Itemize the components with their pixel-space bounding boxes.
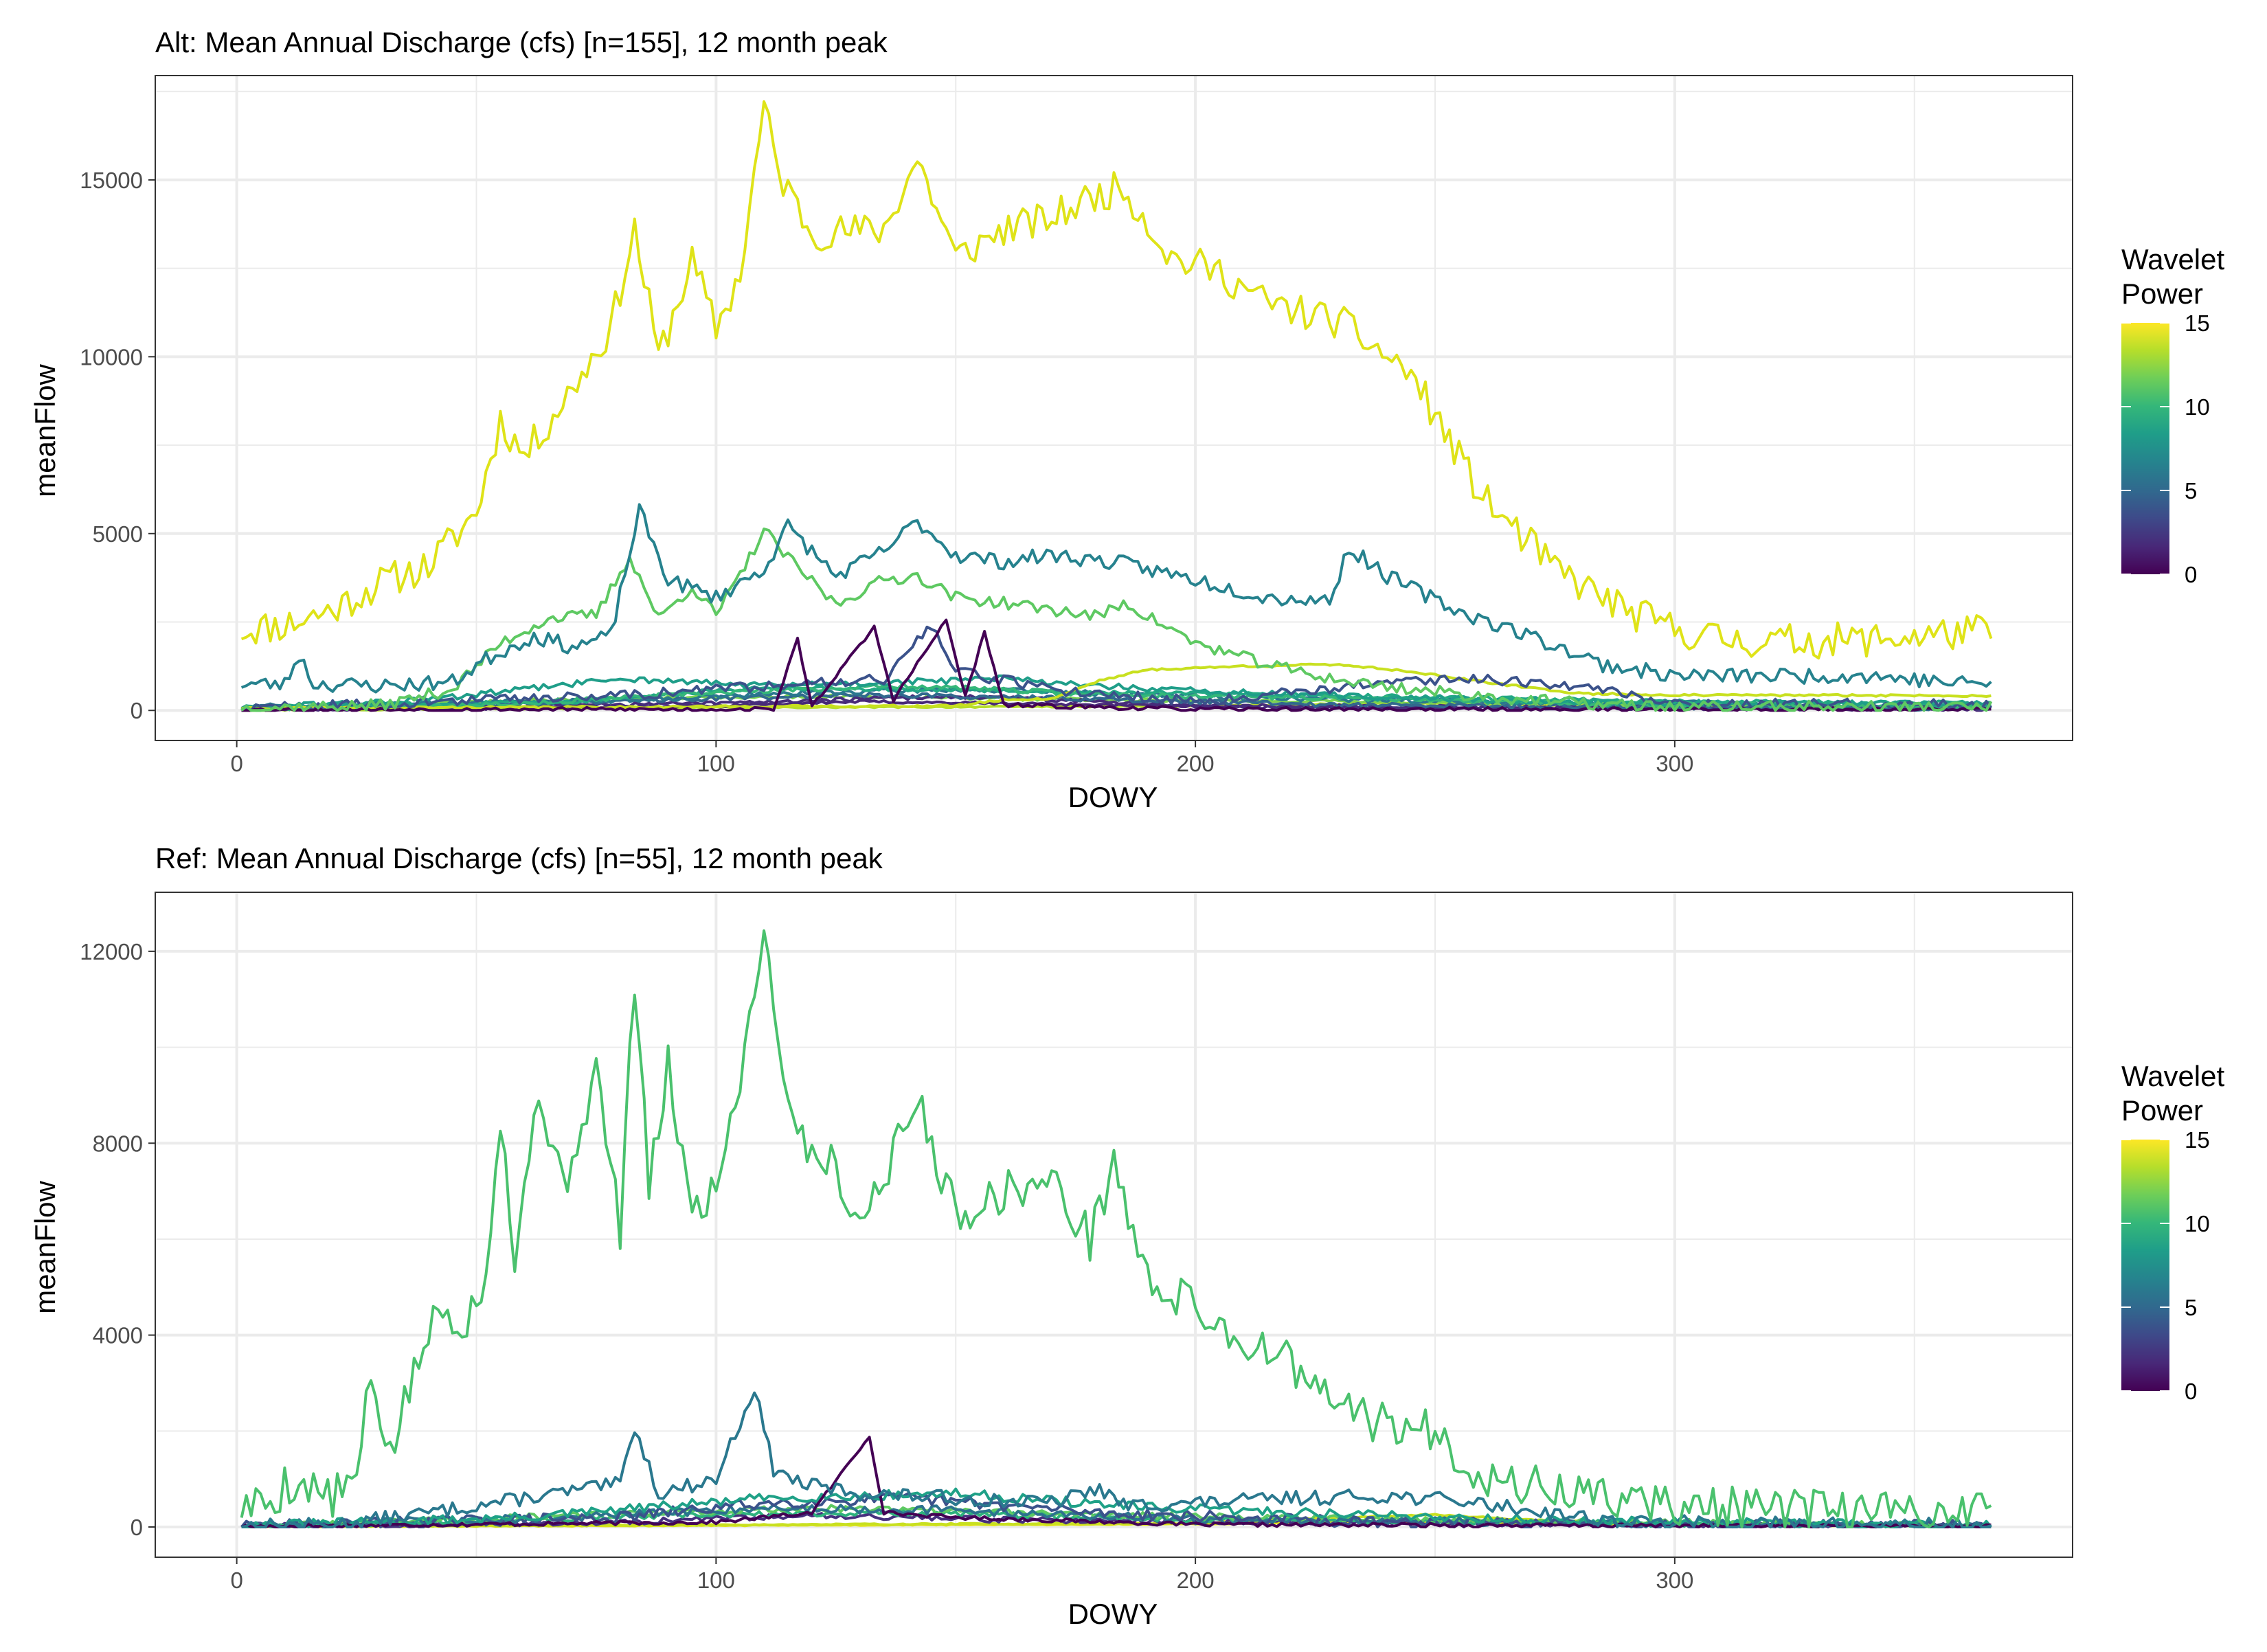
y-tick-label: 15000 bbox=[80, 168, 143, 193]
x-axis-label: DOWY bbox=[1068, 1598, 1158, 1630]
colorbar-gradient bbox=[2121, 323, 2169, 574]
series-group bbox=[240, 929, 1992, 1528]
panel-border bbox=[155, 892, 2073, 1558]
series-line-2 bbox=[240, 1436, 1992, 1528]
y-tick-label: 0 bbox=[131, 698, 143, 723]
panel-alt: Alt: Mean Annual Discharge (cfs) [n=155]… bbox=[29, 26, 2224, 813]
x-tick-label: 100 bbox=[697, 1568, 735, 1593]
colorbar-tick-label: 15 bbox=[2185, 310, 2210, 336]
y-tick-label: 5000 bbox=[93, 521, 143, 547]
series-line-6 bbox=[240, 674, 1992, 712]
x-tick-label: 200 bbox=[1177, 1568, 1215, 1593]
series-line-1 bbox=[241, 1391, 1992, 1528]
chart-title: Alt: Mean Annual Discharge (cfs) [n=155]… bbox=[155, 26, 888, 58]
y-tick-label: 0 bbox=[131, 1515, 143, 1540]
legend-title-line2: Power bbox=[2121, 1094, 2203, 1127]
series-line-1 bbox=[240, 503, 1992, 694]
panel-ref: Ref: Mean Annual Discharge (cfs) [n=55],… bbox=[29, 842, 2224, 1630]
colorbar-tick-label: 5 bbox=[2185, 1295, 2197, 1320]
legend-title-line1: Wavelet bbox=[2121, 1060, 2224, 1092]
series-line-2 bbox=[240, 528, 1993, 712]
series-line-3 bbox=[240, 662, 1992, 711]
colorbar-tick-label: 15 bbox=[2185, 1127, 2210, 1153]
series-line-0 bbox=[240, 929, 1992, 1528]
colorbar-gradient bbox=[2121, 1140, 2169, 1391]
colorbar-tick-label: 0 bbox=[2185, 1379, 2197, 1404]
series-group bbox=[240, 100, 1993, 712]
legend-colorbar: 0 5 10 15 bbox=[2121, 310, 2210, 587]
legend-title-line1: Wavelet bbox=[2121, 243, 2224, 275]
x-tick-label: 0 bbox=[230, 1568, 243, 1593]
colorbar-tick-label: 10 bbox=[2185, 1211, 2210, 1236]
colorbar-tick-label: 10 bbox=[2185, 394, 2210, 420]
x-tick-label: 0 bbox=[230, 751, 243, 776]
y-axis-label: meanFlow bbox=[29, 1180, 61, 1313]
y-axis-label: meanFlow bbox=[29, 363, 61, 497]
panel-border bbox=[155, 75, 2073, 741]
x-tick-label: 300 bbox=[1656, 751, 1693, 776]
y-tick-label: 8000 bbox=[93, 1131, 143, 1156]
x-tick-label: 300 bbox=[1656, 1568, 1693, 1593]
chart-title: Ref: Mean Annual Discharge (cfs) [n=55],… bbox=[155, 842, 883, 874]
y-tick-label: 10000 bbox=[80, 344, 143, 370]
x-tick-label: 200 bbox=[1177, 751, 1215, 776]
axes: 0 100 200 300 0 4000 8000 12000 bbox=[80, 939, 1693, 1593]
colorbar-tick-label: 0 bbox=[2185, 562, 2197, 587]
y-tick-label: 4000 bbox=[93, 1323, 143, 1348]
y-tick-label: 12000 bbox=[80, 939, 143, 964]
colorbar-tick-label: 5 bbox=[2185, 478, 2197, 503]
plot-panel bbox=[155, 76, 2073, 740]
series-line-0 bbox=[240, 100, 1993, 660]
legend-colorbar: 0 5 10 15 bbox=[2121, 1127, 2210, 1404]
x-axis-label: DOWY bbox=[1068, 781, 1158, 813]
series-line-5 bbox=[241, 1487, 1992, 1528]
axes: 0 100 200 300 0 5000 10000 15000 bbox=[80, 168, 1693, 776]
plot-panel bbox=[155, 892, 2073, 1557]
legend-title-line2: Power bbox=[2121, 278, 2203, 310]
x-tick-label: 100 bbox=[697, 751, 735, 776]
